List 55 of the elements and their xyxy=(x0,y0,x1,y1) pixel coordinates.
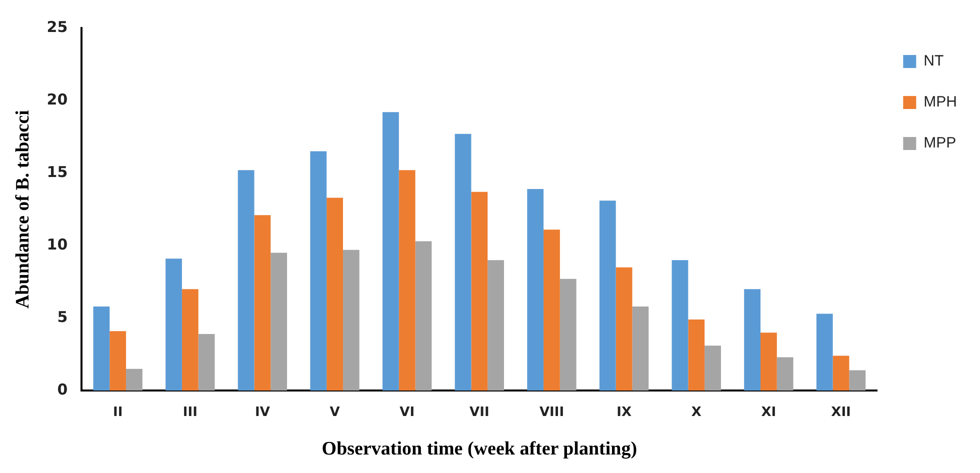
bar xyxy=(198,334,215,391)
bar xyxy=(776,357,794,391)
bar xyxy=(672,260,688,391)
y-tick-label: 10 xyxy=(46,235,68,254)
x-tick-label: III xyxy=(182,404,198,420)
x-tick-label: VII xyxy=(470,404,490,420)
y-tick-label: 5 xyxy=(57,308,68,326)
legend-label: NT xyxy=(924,52,944,70)
y-tick-label: 0 xyxy=(57,380,68,398)
bar xyxy=(816,314,833,391)
x-tick-label: XI xyxy=(761,404,776,420)
bar xyxy=(560,278,576,391)
x-tick-label: II xyxy=(112,404,123,420)
bar xyxy=(616,267,632,391)
bar xyxy=(93,306,110,391)
y-tick-label: 25 xyxy=(46,18,68,36)
bar xyxy=(744,289,760,391)
x-tick-label: IX xyxy=(616,404,632,420)
bar xyxy=(182,289,198,391)
y-tick-label: 15 xyxy=(46,162,68,181)
legend-label: MPP xyxy=(924,134,956,152)
bar xyxy=(832,356,850,391)
bar xyxy=(599,200,616,391)
bar xyxy=(342,250,360,391)
bar xyxy=(454,134,472,391)
bar xyxy=(704,346,721,391)
bar xyxy=(270,252,288,391)
bar xyxy=(110,331,126,391)
bar xyxy=(126,368,142,391)
bar xyxy=(544,230,560,391)
x-tick-label: X xyxy=(691,404,702,420)
x-tick-label: VIII xyxy=(539,404,564,420)
y-tick-label: 20 xyxy=(46,90,68,108)
x-axis-title: Observation time (week after planting) xyxy=(322,438,638,460)
bar xyxy=(760,332,777,391)
bar xyxy=(166,258,182,391)
bar xyxy=(238,170,254,391)
x-tick-label: IV xyxy=(255,404,270,420)
legend-label: MPH xyxy=(924,94,958,111)
bar xyxy=(632,306,649,391)
bar xyxy=(688,320,705,391)
bar xyxy=(254,215,271,391)
bar xyxy=(849,370,866,391)
bar xyxy=(471,192,488,391)
bar xyxy=(310,151,327,391)
x-tick-label: V xyxy=(330,404,340,420)
bar xyxy=(527,188,544,391)
bar xyxy=(326,198,343,391)
bar xyxy=(382,112,399,391)
x-tick-label: VI xyxy=(400,404,415,420)
bar xyxy=(415,241,432,391)
y-axis-title: Abundance of B. tabacci xyxy=(12,110,34,309)
bar xyxy=(398,170,416,391)
x-tick-label: XII xyxy=(831,404,851,420)
bar xyxy=(488,260,504,391)
